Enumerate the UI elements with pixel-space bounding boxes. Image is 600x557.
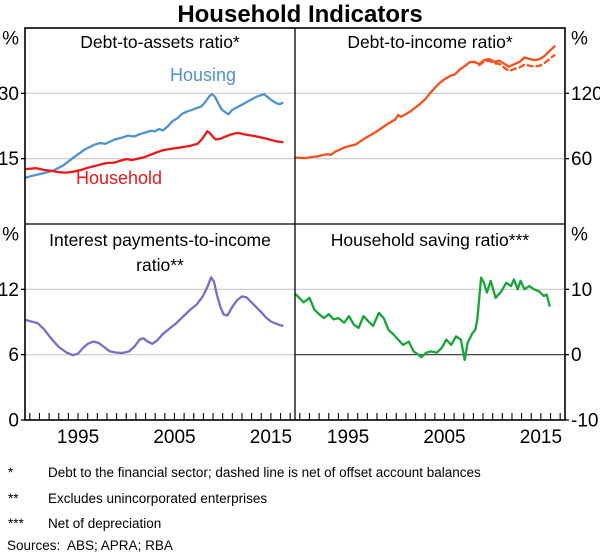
y-axis-unit-label: % bbox=[571, 29, 588, 50]
x-tick-label: 2005 bbox=[153, 427, 195, 448]
y-tick-label: 15 bbox=[0, 149, 19, 170]
y-tick-label: 12 bbox=[0, 280, 19, 301]
chart-title: Household Indicators bbox=[177, 1, 423, 28]
panel-series-group bbox=[295, 276, 551, 362]
y-tick-label: 0 bbox=[571, 345, 582, 366]
x-tick-label: 1995 bbox=[57, 427, 99, 448]
y-tick-label: 60 bbox=[571, 149, 592, 170]
panel-title-interest-payments: Interest payments-to-income ratio** bbox=[49, 230, 271, 275]
y-axis-unit-label: % bbox=[2, 29, 19, 50]
y-tick-label: 10 bbox=[571, 280, 592, 301]
footnote-3: *** Net of depreciation bbox=[8, 515, 594, 532]
panel-series-group bbox=[25, 276, 284, 357]
y-tick-label: -10 bbox=[571, 411, 598, 432]
y-axis-unit-label: % bbox=[2, 225, 19, 246]
footnote-2-marker: ** bbox=[8, 491, 19, 506]
footnote-3-text: Net of depreciation bbox=[48, 516, 162, 531]
y-axis-unit-label: % bbox=[571, 225, 588, 246]
footnote-2: ** Excludes unincorporated enterprises bbox=[8, 490, 594, 507]
series-label-household: Household bbox=[76, 168, 163, 188]
y-tick-label: 30 bbox=[0, 84, 19, 105]
y-tick-label: 120 bbox=[571, 84, 600, 105]
footnote-3-marker: *** bbox=[8, 516, 24, 531]
footnote-1-text: Debt to the financial sector; dashed lin… bbox=[48, 465, 481, 480]
y-tick-label: 6 bbox=[8, 345, 19, 366]
x-tick-label: 1995 bbox=[327, 427, 369, 448]
panel-series-group bbox=[25, 93, 284, 179]
panel-title-debt-to-income: Debt-to-income ratio* bbox=[347, 32, 513, 52]
series-line-debt-to-income bbox=[295, 45, 556, 160]
panel-title-saving-ratio: Household saving ratio*** bbox=[330, 230, 530, 250]
plot-frame bbox=[24, 27, 566, 421]
x-tick-label: 2015 bbox=[250, 427, 292, 448]
footnote-2-text: Excludes unincorporated enterprises bbox=[48, 491, 268, 506]
series-line-interest-payments-to-income bbox=[25, 276, 284, 357]
series-line-net-of-offset-account-balances bbox=[478, 54, 556, 73]
series-line-housing bbox=[25, 93, 284, 179]
y-tick-label: 0 bbox=[8, 411, 19, 432]
panel-title-debt-to-assets: Debt-to-assets ratio* bbox=[80, 32, 240, 52]
x-tick-label: 2015 bbox=[520, 427, 562, 448]
footnote-1: * Debt to the financial sector; dashed l… bbox=[8, 464, 594, 481]
panel-series-group bbox=[295, 45, 556, 160]
series-line-household bbox=[25, 130, 284, 174]
series-label-housing: Housing bbox=[170, 65, 237, 85]
series-line-household-saving bbox=[295, 276, 551, 362]
footnote-1-marker: * bbox=[8, 465, 14, 480]
sources-line: Sources: ABS; APRA; RBA bbox=[7, 538, 173, 553]
x-tick-label: 2005 bbox=[423, 427, 465, 448]
